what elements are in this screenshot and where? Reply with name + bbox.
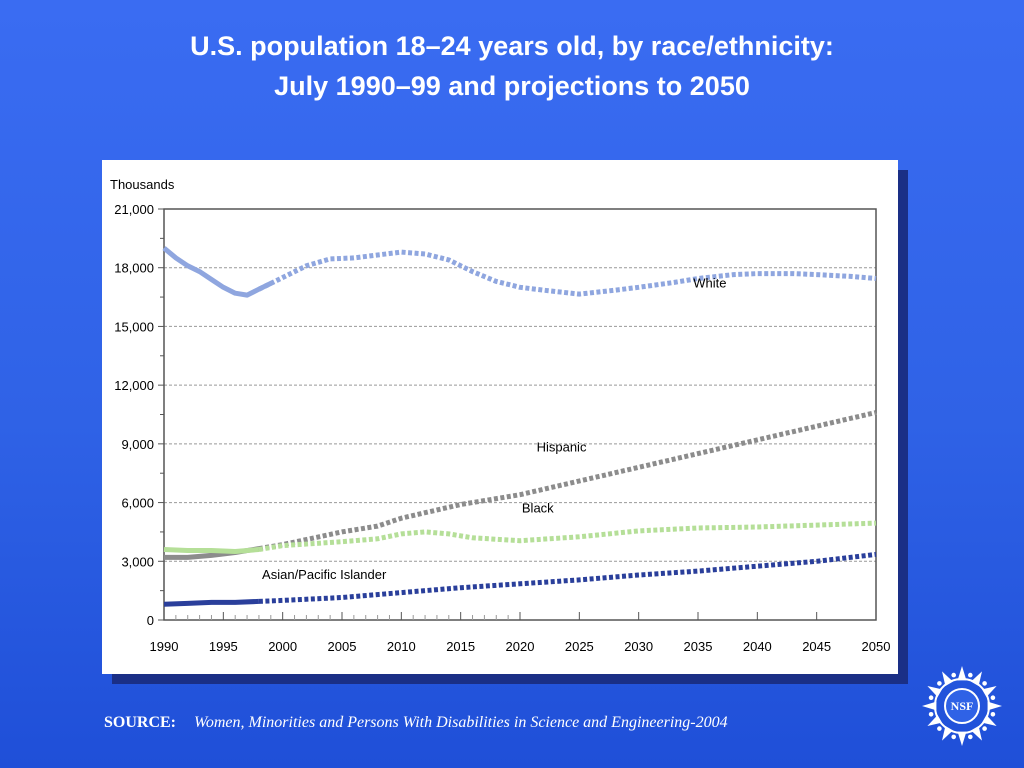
- series-asian-pacific-islander-actual: [163, 598, 260, 607]
- logo-ray: [957, 666, 967, 681]
- x-tick-label: 2000: [268, 639, 297, 654]
- series-hispanic-projection: [258, 410, 877, 552]
- logo-dot: [968, 734, 973, 740]
- logo-dot: [951, 672, 956, 678]
- series-white-actual: [162, 246, 272, 298]
- slide-title: U.S. population 18–24 years old, by race…: [0, 26, 1024, 106]
- series-asian-pacific-islander-line: [163, 551, 877, 607]
- x-tick-label: 1995: [209, 639, 238, 654]
- y-tick-label: 6,000: [121, 496, 154, 511]
- x-tick-label: 2050: [862, 639, 891, 654]
- source-line: SOURCE: Women, Minorities and Persons Wi…: [104, 714, 728, 732]
- series-hispanic-label: Hispanic: [537, 440, 587, 455]
- x-tick-label: 2010: [387, 639, 416, 654]
- y-tick-label: 9,000: [121, 437, 154, 452]
- source-citation: Women, Minorities and Persons With Disab…: [194, 714, 728, 731]
- logo-ray: [922, 701, 937, 711]
- logo-dot: [982, 726, 987, 731]
- series-hispanic-line: [164, 410, 877, 560]
- logo-ray: [957, 731, 967, 746]
- x-tick-label: 2005: [328, 639, 357, 654]
- x-tick-label: 2040: [743, 639, 772, 654]
- series-asian-pacific-islander-label: Asian/Pacific Islander: [262, 567, 387, 582]
- y-tick-label: 0: [147, 613, 154, 628]
- x-tick-label: 2035: [684, 639, 713, 654]
- nsf-logo-text: NSF: [951, 699, 974, 713]
- title-line-1: U.S. population 18–24 years old, by race…: [190, 31, 834, 61]
- line-chart: 0 3,000 6,000 9,000 12,000 15,000 18,000 21,000…: [110, 177, 891, 654]
- y-tick-label: 15,000: [114, 319, 154, 334]
- x-tick-label: 2015: [446, 639, 475, 654]
- series-white-line: [162, 246, 877, 298]
- y-tick-label: 21,000: [114, 202, 154, 217]
- logo-dot: [937, 681, 942, 686]
- logo-dot: [968, 672, 973, 678]
- y-tick-label: 3,000: [121, 554, 154, 569]
- logo-dot: [951, 734, 956, 740]
- plot-frame: [163, 208, 877, 621]
- logo-dot: [928, 695, 934, 700]
- chart-panel: 0 3,000 6,000 9,000 12,000 15,000 18,000 21,000…: [102, 160, 898, 674]
- x-tick-label: 2025: [565, 639, 594, 654]
- series-black-actual: [163, 547, 260, 554]
- x-tick-label: 2020: [506, 639, 535, 654]
- x-tick-label: 1990: [150, 639, 179, 654]
- logo-dot: [990, 712, 996, 717]
- y-tick-label: 12,000: [114, 378, 154, 393]
- series-white-projection: [257, 249, 877, 297]
- y-tick-label: 18,000: [114, 261, 154, 276]
- title-line-2: July 1990–99 and projections to 2050: [274, 71, 750, 101]
- series-white-label: White: [693, 275, 726, 290]
- logo-dot: [990, 695, 996, 700]
- x-tick-label: 2030: [624, 639, 653, 654]
- nsf-logo: NSF: [922, 666, 1002, 746]
- logo-ray: [987, 701, 1002, 711]
- series-black-line: [163, 520, 877, 554]
- series-black-label: Black: [522, 500, 554, 515]
- series-asian-pacific-islander-projection: [258, 551, 877, 604]
- series-black-projection: [258, 520, 877, 552]
- logo-dot: [982, 681, 987, 686]
- y-axis-label: Thousands: [110, 177, 175, 192]
- logo-dot: [937, 726, 942, 731]
- logo-dot: [928, 712, 934, 717]
- x-tick-label: 2045: [802, 639, 831, 654]
- source-label: SOURCE:: [104, 714, 177, 731]
